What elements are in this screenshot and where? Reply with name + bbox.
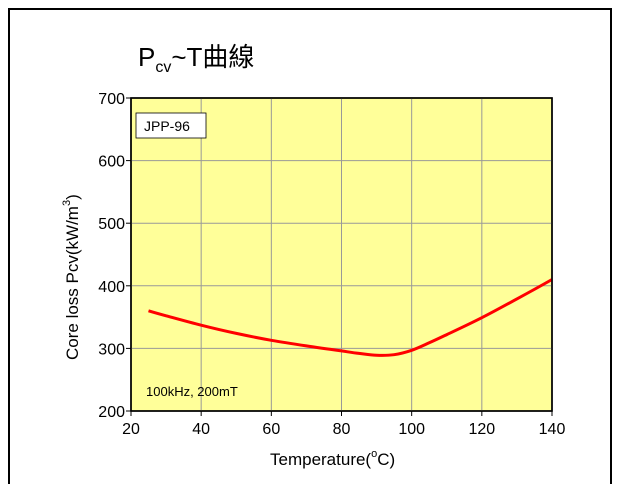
x-tick-label: 100 xyxy=(398,421,425,438)
y-tick-label: 400 xyxy=(98,279,125,296)
series-layer xyxy=(148,278,553,357)
condition-label: 100kHz, 200mT xyxy=(146,384,238,399)
x-tick-label: 140 xyxy=(539,421,566,438)
x-ticks: 20 40 60 80 100 120 140 xyxy=(122,411,565,438)
y-tick-label: 700 xyxy=(98,91,125,108)
x-tick-label: 40 xyxy=(192,421,210,438)
material-label-box xyxy=(135,112,207,139)
y-ticks: 200 300 400 500 600 700 xyxy=(98,91,131,421)
material-label: JPP-96 xyxy=(144,118,190,134)
y-tick-label: 600 xyxy=(98,154,125,171)
y-tick-label: 200 xyxy=(98,404,125,421)
x-tick-label: 60 xyxy=(262,421,280,438)
x-tick-label: 120 xyxy=(468,421,495,438)
y-axis-label: Core loss Pcv(kW/m3) xyxy=(61,194,82,360)
x-tick-label: 20 xyxy=(122,421,140,438)
x-axis-label: Temperature(oC) xyxy=(270,448,395,469)
x-tick-label: 80 xyxy=(333,421,351,438)
grid xyxy=(131,98,552,411)
y-tick-label: 300 xyxy=(98,341,125,358)
series-line-0 xyxy=(148,278,553,357)
y-tick-label: 500 xyxy=(98,216,125,233)
chart-title: Pcv~T曲線 xyxy=(138,42,254,76)
